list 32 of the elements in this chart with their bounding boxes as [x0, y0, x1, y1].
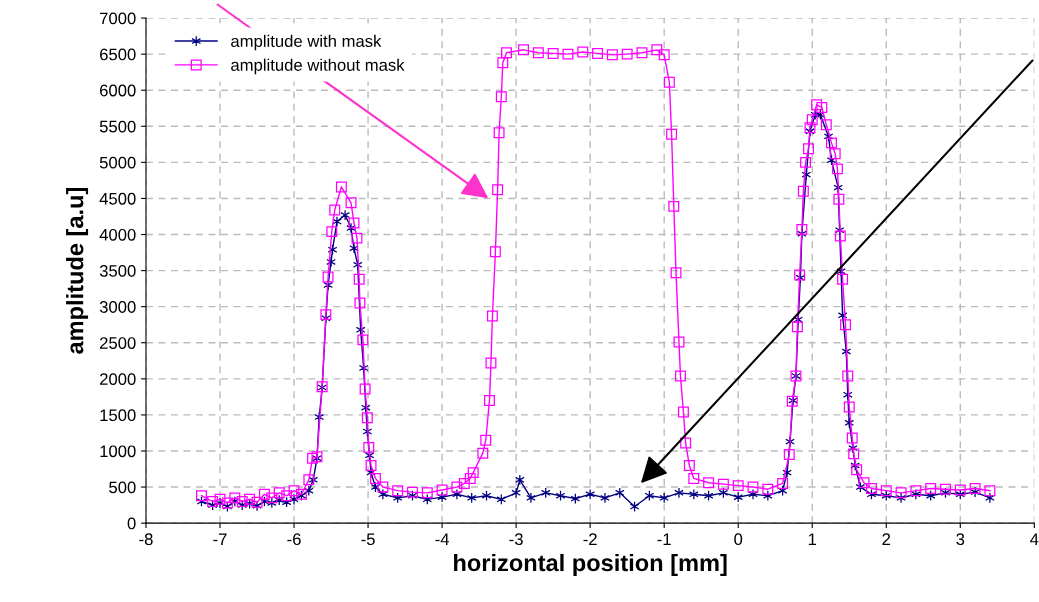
- x-tick-label: 1: [808, 533, 817, 545]
- y-tick-label: 3000: [99, 301, 136, 313]
- x-tick-label: 0: [734, 533, 743, 546]
- x-tick-label: 3: [956, 533, 965, 546]
- y-tick-label: 2500: [100, 337, 136, 349]
- y-tick-label: 6500: [100, 48, 136, 61]
- x-tick-label: 2: [882, 533, 891, 545]
- x-tick-label: -2: [583, 533, 597, 545]
- y-tick-label: 1500: [100, 409, 136, 422]
- y-tick-label: 4000: [99, 228, 136, 241]
- y-tick-label: 2000: [100, 373, 136, 386]
- legend-label: amplitude without mask: [231, 58, 405, 75]
- x-tick-label: -1: [657, 533, 671, 545]
- x-tick-label: -8: [139, 533, 153, 546]
- legend-label: amplitude with mask: [231, 34, 382, 51]
- x-tick-label: -4: [435, 533, 450, 545]
- x-tick-label: -5: [361, 533, 375, 546]
- y-tick-label: 4500: [99, 192, 136, 205]
- x-tick-label: 4: [1030, 533, 1039, 545]
- y-tick-label: 5500: [99, 120, 136, 133]
- x-tick-label: -7: [213, 533, 227, 545]
- y-tick-label: 500: [109, 481, 136, 494]
- x-tick-label: -3: [509, 533, 523, 546]
- y-tick-label: 7000: [100, 12, 136, 25]
- y-tick-label: 1000: [100, 445, 136, 458]
- y-tick-label: 0: [127, 517, 136, 530]
- y-axis-title: amplitude [a.u]: [66, 187, 89, 354]
- y-tick-label: 6000: [100, 84, 136, 97]
- x-axis-title: horizontal position [mm]: [454, 553, 727, 576]
- x-tick-label: -6: [287, 533, 301, 546]
- y-tick-label: 5000: [99, 156, 136, 169]
- y-tick-label: 3500: [99, 265, 136, 277]
